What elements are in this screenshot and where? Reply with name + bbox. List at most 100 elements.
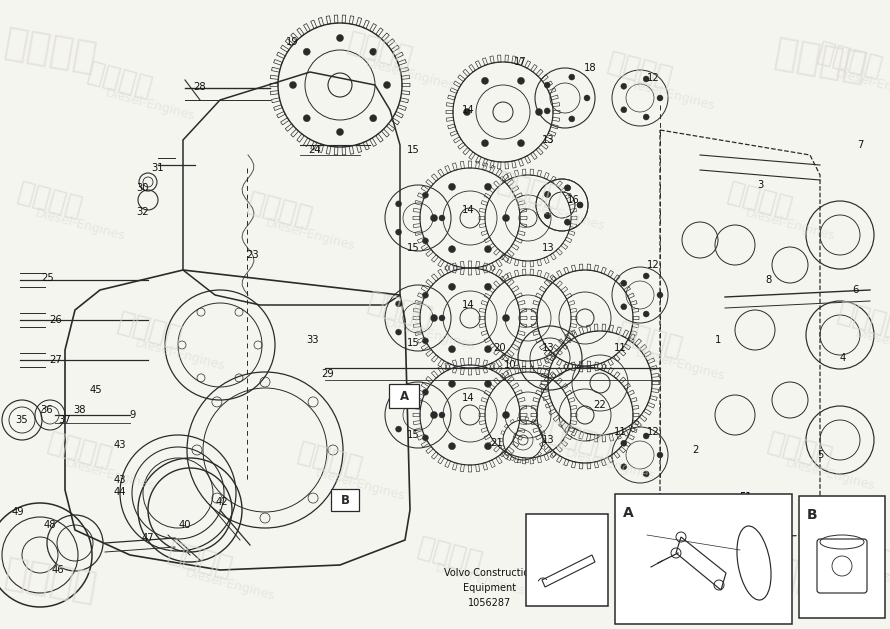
Circle shape bbox=[621, 304, 627, 309]
Text: B: B bbox=[806, 508, 817, 522]
Circle shape bbox=[503, 314, 509, 321]
Text: Diesel-Engines: Diesel-Engines bbox=[263, 217, 356, 253]
Text: 12: 12 bbox=[647, 427, 659, 437]
Circle shape bbox=[517, 77, 524, 84]
Circle shape bbox=[303, 114, 311, 122]
Text: 43: 43 bbox=[114, 475, 126, 485]
Circle shape bbox=[423, 238, 428, 244]
Text: 18: 18 bbox=[584, 63, 596, 73]
Text: 紫发动力: 紫发动力 bbox=[14, 178, 85, 222]
Text: 37: 37 bbox=[59, 415, 71, 425]
Text: 28: 28 bbox=[194, 82, 206, 92]
Circle shape bbox=[564, 219, 570, 225]
Text: 15: 15 bbox=[407, 338, 419, 348]
Circle shape bbox=[643, 114, 649, 120]
Text: 35: 35 bbox=[16, 415, 28, 425]
Circle shape bbox=[484, 246, 491, 253]
Circle shape bbox=[545, 191, 550, 198]
Circle shape bbox=[449, 246, 456, 253]
Circle shape bbox=[564, 185, 570, 191]
Text: Diesel-Engines: Diesel-Engines bbox=[64, 457, 157, 493]
Circle shape bbox=[545, 213, 550, 219]
Text: Diesel-Engines: Diesel-Engines bbox=[103, 87, 197, 123]
Text: 16: 16 bbox=[567, 195, 579, 205]
Text: 紫发动力: 紫发动力 bbox=[845, 538, 890, 582]
Text: 34: 34 bbox=[407, 395, 419, 405]
Text: 49: 49 bbox=[12, 507, 24, 517]
Text: A: A bbox=[400, 389, 409, 403]
Circle shape bbox=[439, 315, 445, 321]
Circle shape bbox=[431, 411, 438, 418]
Circle shape bbox=[423, 435, 428, 441]
Text: 36: 36 bbox=[41, 405, 53, 415]
Text: 11: 11 bbox=[613, 427, 627, 437]
Text: 14: 14 bbox=[462, 300, 474, 310]
Text: 8: 8 bbox=[765, 275, 771, 285]
Text: A: A bbox=[623, 506, 634, 520]
Text: 47: 47 bbox=[142, 533, 154, 543]
Circle shape bbox=[423, 338, 428, 344]
Circle shape bbox=[449, 283, 456, 291]
Text: 紫发动力: 紫发动力 bbox=[295, 438, 366, 482]
Text: 30: 30 bbox=[137, 183, 150, 193]
Circle shape bbox=[569, 74, 575, 80]
Circle shape bbox=[395, 426, 401, 432]
Text: 40: 40 bbox=[179, 520, 191, 530]
Text: 48: 48 bbox=[44, 520, 56, 530]
Text: 紫发动力: 紫发动力 bbox=[604, 48, 676, 92]
Text: 7: 7 bbox=[857, 140, 863, 150]
Text: 19: 19 bbox=[286, 37, 298, 47]
Circle shape bbox=[657, 452, 663, 458]
Text: 38: 38 bbox=[74, 405, 86, 415]
Text: 10: 10 bbox=[504, 360, 516, 370]
Text: Diesel-Engines: Diesel-Engines bbox=[433, 562, 526, 598]
Circle shape bbox=[484, 183, 491, 191]
Text: 11: 11 bbox=[613, 343, 627, 353]
Circle shape bbox=[395, 329, 401, 335]
Text: 23: 23 bbox=[247, 250, 259, 260]
Text: Diesel-Engines: Diesel-Engines bbox=[183, 567, 277, 603]
Circle shape bbox=[584, 95, 590, 101]
Text: 紫发动力: 紫发动力 bbox=[244, 188, 316, 232]
Text: 紫发动力: 紫发动力 bbox=[1, 23, 100, 77]
Circle shape bbox=[439, 215, 445, 221]
FancyBboxPatch shape bbox=[799, 496, 885, 618]
Text: 13: 13 bbox=[542, 343, 554, 353]
Text: 紫发动力: 紫发动力 bbox=[85, 58, 156, 102]
Circle shape bbox=[395, 229, 401, 235]
Text: 紫发动力: 紫发动力 bbox=[1, 553, 100, 607]
Circle shape bbox=[395, 301, 401, 307]
Text: Diesel-Engines: Diesel-Engines bbox=[364, 57, 457, 93]
Text: 紫发动力: 紫发动力 bbox=[664, 548, 736, 592]
Text: 13: 13 bbox=[542, 435, 554, 445]
Text: Diesel-Engines: Diesel-Engines bbox=[514, 197, 606, 233]
Circle shape bbox=[621, 83, 627, 89]
Text: B: B bbox=[341, 494, 350, 506]
Text: Diesel-Engines: Diesel-Engines bbox=[854, 326, 890, 364]
FancyBboxPatch shape bbox=[389, 384, 419, 408]
Circle shape bbox=[395, 201, 401, 207]
Text: 42: 42 bbox=[215, 497, 229, 507]
Text: 13: 13 bbox=[542, 135, 554, 145]
Text: 13: 13 bbox=[542, 243, 554, 253]
Circle shape bbox=[484, 346, 491, 353]
Text: Diesel-Engines: Diesel-Engines bbox=[624, 77, 716, 113]
Text: 紫发动力: 紫发动力 bbox=[765, 428, 836, 472]
Circle shape bbox=[484, 443, 491, 450]
Circle shape bbox=[643, 273, 649, 279]
FancyBboxPatch shape bbox=[615, 494, 792, 624]
Text: 29: 29 bbox=[321, 369, 335, 379]
Circle shape bbox=[384, 82, 391, 89]
Circle shape bbox=[395, 398, 401, 404]
Circle shape bbox=[621, 464, 627, 470]
Circle shape bbox=[577, 202, 583, 208]
Text: Diesel-Engines: Diesel-Engines bbox=[34, 207, 126, 243]
Circle shape bbox=[544, 108, 550, 114]
Circle shape bbox=[464, 108, 471, 116]
Text: 紫发动力: 紫发动力 bbox=[614, 318, 685, 362]
Circle shape bbox=[449, 346, 456, 353]
Text: 21: 21 bbox=[490, 438, 504, 448]
Text: 紫发动力: 紫发动力 bbox=[545, 418, 616, 462]
Circle shape bbox=[657, 95, 663, 101]
Circle shape bbox=[303, 48, 311, 55]
